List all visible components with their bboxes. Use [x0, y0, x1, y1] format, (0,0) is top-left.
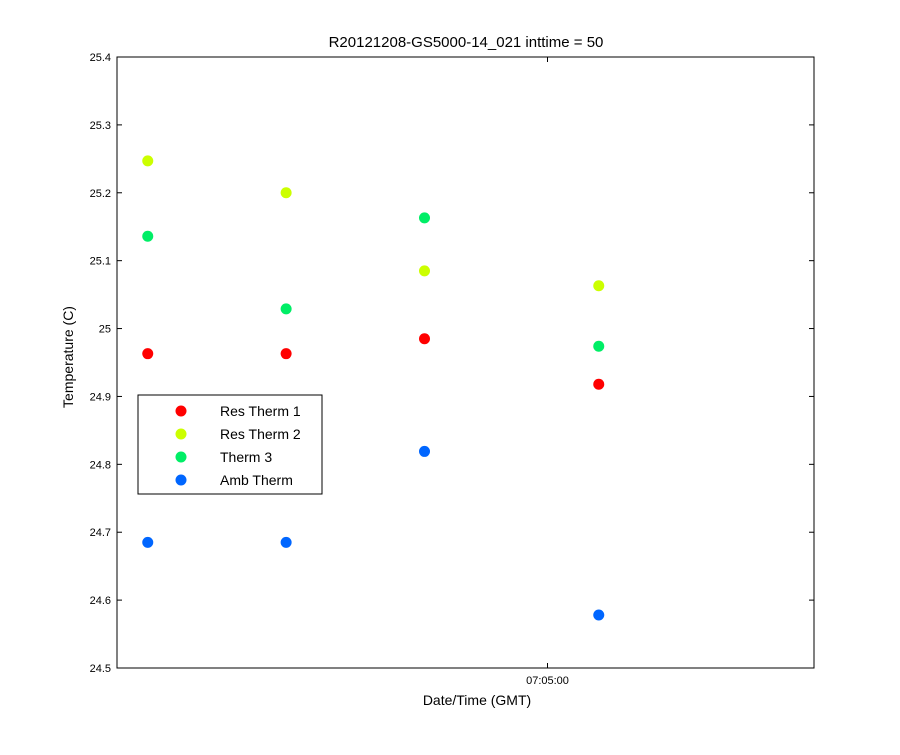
legend: Res Therm 1 Res Therm 2 Therm 3 Amb Therm: [137, 394, 323, 495]
point-therm-3: [142, 230, 154, 242]
y-tick-label: 25.1: [90, 256, 111, 268]
y-axis: 24.5 24.6 24.7 24.8 24.9 25 25.1 25.2 25.3 25.4: [90, 52, 814, 675]
legend-label-amb-therm: Amb Therm: [220, 472, 293, 488]
legend-marker-res-therm-1: [175, 405, 187, 417]
legend-marker-therm-3: [175, 451, 187, 463]
point-amb-therm: [142, 536, 154, 548]
point-res-therm-1: [142, 348, 154, 360]
point-res-therm-1: [593, 378, 605, 390]
point-res-therm-2: [593, 280, 605, 292]
point-amb-therm: [593, 609, 605, 621]
y-tick-label: 24.7: [90, 527, 111, 539]
y-tick-label: 24.9: [90, 391, 111, 403]
chart-title: R20121208-GS5000-14_021 inttime = 50: [329, 34, 604, 51]
legend-label-res-therm-1: Res Therm 1: [220, 403, 301, 419]
legend-marker-res-therm-2: [175, 428, 187, 440]
point-res-therm-2: [142, 155, 154, 167]
x-axis: 07:05:00: [526, 57, 569, 687]
point-res-therm-2: [280, 187, 292, 199]
point-amb-therm: [280, 536, 292, 548]
y-tick-label: 24.6: [90, 595, 111, 607]
point-therm-3: [419, 212, 430, 224]
y-tick-label: 25.3: [90, 120, 111, 132]
y-axis-label: Temperature (C): [60, 306, 76, 408]
y-tick-label: 25.2: [90, 188, 111, 200]
legend-marker-amb-therm: [175, 474, 187, 486]
data-points: [142, 155, 605, 621]
x-tick-label: 07:05:00: [526, 675, 569, 687]
point-res-therm-1: [280, 348, 292, 360]
y-tick-label: 25.4: [90, 52, 111, 64]
y-tick-label: 25: [99, 324, 111, 336]
point-amb-therm: [419, 445, 430, 457]
legend-label-res-therm-2: Res Therm 2: [220, 426, 301, 442]
plot-area: [116, 56, 815, 669]
legend-label-therm-3: Therm 3: [220, 449, 272, 465]
legend-box: [137, 394, 323, 495]
point-res-therm-2: [419, 265, 430, 277]
point-res-therm-1: [419, 333, 430, 345]
point-therm-3: [593, 340, 605, 352]
y-tick-label: 24.8: [90, 459, 111, 471]
x-axis-label: Date/Time (GMT): [423, 692, 531, 708]
point-therm-3: [280, 303, 292, 315]
y-tick-label: 24.5: [90, 663, 111, 675]
